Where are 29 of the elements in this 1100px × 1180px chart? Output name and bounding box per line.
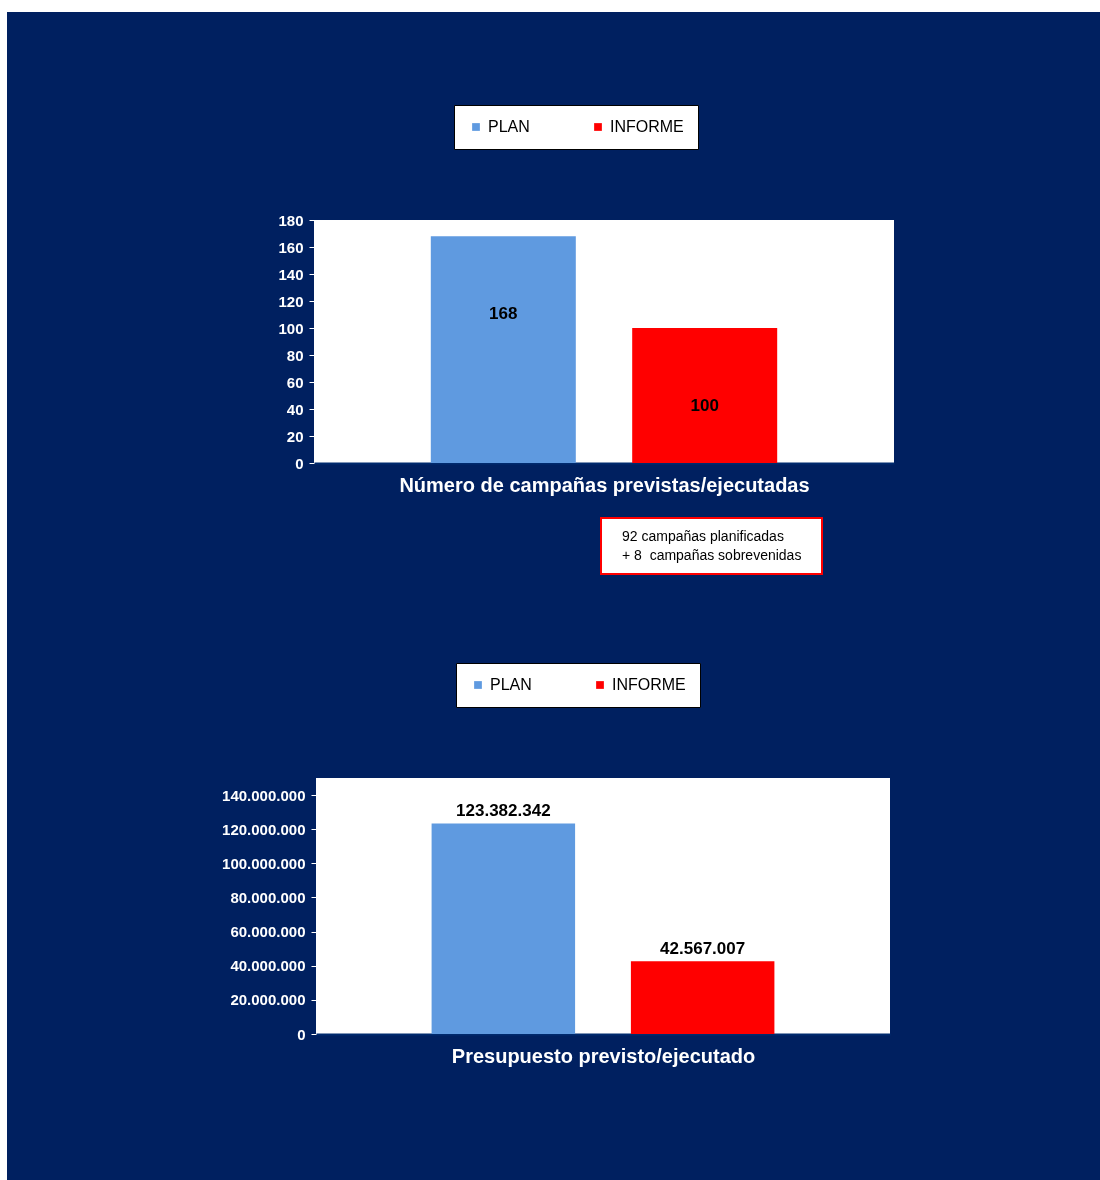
y-tick-label: 120 [278, 292, 304, 310]
y-tick-label: 60.000.000 [230, 923, 306, 941]
data-label: 100 [690, 396, 719, 415]
y-tick-label: 0 [295, 454, 304, 472]
y-tick-label: 20 [286, 427, 304, 445]
legend-label: INFORME [612, 676, 686, 693]
y-tick-label: 160 [278, 238, 304, 256]
y-tick-label: 140.000.000 [222, 786, 306, 804]
y-tick-label: 120.000.000 [222, 820, 306, 838]
y-tick-label: 100 [278, 319, 304, 337]
y-tick-label: 0 [297, 1025, 306, 1043]
legend-label: PLAN [488, 118, 530, 135]
data-label: 42.567.007 [660, 939, 746, 959]
y-tick-label: 80.000.000 [230, 888, 306, 906]
y-tick-label: 80 [286, 346, 304, 364]
y-tick-label: 60 [286, 373, 304, 391]
x-axis-title: Número de campañas previstas/ejecutadas [399, 473, 810, 496]
x-axis-title: Presupuesto previsto/ejecutado [451, 1044, 756, 1067]
data-label: 168 [489, 304, 518, 324]
text: 92 campañas planificadas + 8 campañas sobrevenidas [600, 517, 824, 575]
y-tick-label: 180 [278, 211, 304, 229]
y-tick-label: 140 [278, 265, 304, 283]
y-tick-label: 40 [286, 400, 304, 418]
y-tick-label: 100.000.000 [222, 854, 306, 872]
legend-label: INFORME [610, 118, 684, 135]
data-label: 123.382.342 [456, 801, 551, 821]
legend-label: PLAN [490, 676, 532, 693]
y-tick-label: 40.000.000 [230, 957, 306, 975]
y-tick-label: 20.000.000 [230, 991, 306, 1009]
